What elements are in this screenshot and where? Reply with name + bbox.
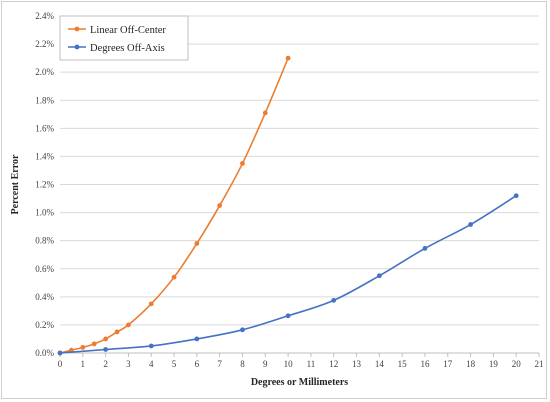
y-tick-label: 0.6%: [35, 264, 54, 274]
x-tick-label: 15: [398, 359, 408, 369]
legend-marker-linear: [74, 26, 80, 32]
y-tick-label: 0.2%: [35, 320, 54, 330]
data-point-degrees-off-axis: [194, 336, 200, 342]
data-point-degrees-off-axis: [285, 313, 291, 319]
y-tick-label: 2.0%: [35, 67, 54, 77]
legend-item-degrees-off-axis: Degrees Off-Axis: [68, 43, 165, 54]
series-layer: [57, 55, 519, 356]
data-point-degrees-off-axis: [422, 245, 428, 251]
y-tick-label: 0.0%: [35, 348, 54, 358]
x-tick-label: 5: [172, 359, 177, 369]
y-tick-label: 1.4%: [35, 151, 54, 161]
y-tick-label: 1.2%: [35, 180, 54, 190]
x-tick-label: 16: [420, 359, 430, 369]
legend: Linear Off-Center Degrees Off-Axis: [59, 15, 189, 61]
data-point-linear-off-center: [240, 161, 245, 166]
legend-label-degrees: Degrees Off-Axis: [90, 43, 165, 54]
x-tick-label: 11: [307, 359, 316, 369]
x-tick-label: 14: [375, 359, 385, 369]
legend-item-linear-off-center: Linear Off-Center: [68, 25, 166, 36]
series-line-degrees-off-axis: [59, 195, 517, 354]
x-tick-label: 6: [195, 359, 200, 369]
x-tick-label: 13: [352, 359, 362, 369]
y-axis-title: Percent Error: [10, 154, 21, 214]
data-point-degrees-off-axis: [331, 297, 337, 303]
x-tick-label: 10: [284, 359, 294, 369]
x-tick-label: 20: [512, 359, 522, 369]
data-point-degrees-off-axis: [376, 273, 382, 279]
data-point-degrees-off-axis: [468, 222, 473, 227]
data-point-linear-off-center: [91, 341, 97, 347]
legend-box: [59, 15, 189, 61]
x-tick-label: 21: [535, 359, 544, 369]
data-point-linear-off-center: [171, 274, 177, 280]
x-tick-label: 18: [466, 359, 476, 369]
data-point-degrees-off-axis: [148, 343, 154, 349]
x-tick-label: 3: [126, 359, 131, 369]
x-tick-label: 2: [103, 359, 108, 369]
data-point-linear-off-center: [126, 322, 131, 328]
x-axis-title: Degrees or Millimeters: [251, 377, 348, 388]
y-tick-label: 1.6%: [35, 123, 54, 133]
x-tick-label: 17: [443, 359, 453, 369]
data-point-degrees-off-axis: [240, 327, 245, 333]
data-point-degrees-off-axis: [513, 193, 519, 199]
x-tick-label: 8: [240, 359, 245, 369]
data-point-linear-off-center: [148, 301, 154, 307]
x-tick-label: 9: [263, 359, 268, 369]
x-tick-label: 12: [329, 359, 338, 369]
y-tick-label: 1.8%: [35, 95, 54, 105]
gridlines: [60, 15, 539, 326]
x-tick-label: 19: [489, 359, 499, 369]
y-tick-label: 2.2%: [35, 39, 54, 49]
data-point-linear-off-center: [103, 336, 109, 342]
legend-label-linear: Linear Off-Center: [90, 25, 166, 36]
x-tick-label: 4: [149, 359, 154, 369]
data-point-linear-off-center: [194, 241, 200, 246]
data-point-linear-off-center: [217, 203, 223, 208]
x-tick-label: 0: [58, 359, 63, 369]
data-point-linear-off-center: [80, 344, 86, 350]
data-point-linear-off-center: [285, 55, 291, 61]
y-tick-label: 0.4%: [35, 292, 54, 302]
data-point-linear-off-center: [262, 110, 268, 116]
x-tick-label: 7: [217, 359, 222, 369]
data-point-degrees-off-axis: [57, 350, 63, 356]
y-tick-label: 0.8%: [35, 236, 54, 246]
x-tick-label: 1: [81, 359, 86, 369]
y-tick-label: 2.4%: [35, 11, 54, 21]
series-line-linear-off-center: [59, 57, 289, 354]
y-tick-label: 1.0%: [35, 208, 54, 218]
data-point-degrees-off-axis: [103, 347, 109, 352]
legend-marker-degrees: [74, 44, 80, 50]
data-point-linear-off-center: [114, 329, 120, 335]
axes: 0.0% 0.2% 0.4% 0.6% 0.8% 1.0% 1.2% 1.4% 1.6% 1.8%…: [35, 11, 543, 369]
